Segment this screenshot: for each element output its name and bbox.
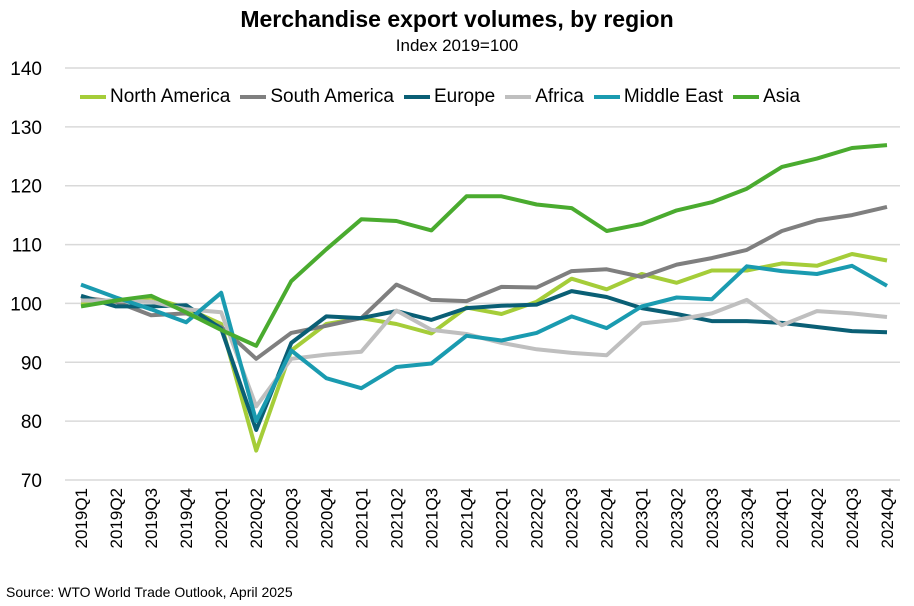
x-tick-label: 2019Q1 (72, 488, 91, 549)
series-line-north-america (80, 252, 888, 453)
x-tick-label: 2022Q1 (493, 488, 512, 549)
x-tick-label: 2024Q3 (843, 488, 862, 549)
legend: North America South America Europe Africa Mi… (80, 86, 810, 108)
legend-label: Africa (535, 86, 584, 107)
legend-item: Asia (733, 86, 800, 108)
x-tick-label: 2019Q4 (177, 488, 196, 549)
legend-label: North America (110, 86, 231, 107)
x-tick-label: 2022Q2 (528, 488, 547, 549)
x-tick-label: 2022Q3 (563, 488, 582, 549)
y-tick-label: 100 (10, 294, 42, 315)
x-tick-label: 2021Q3 (422, 488, 441, 549)
x-tick-label: 2024Q2 (808, 488, 827, 549)
chart-title: Merchandise export volumes, by region (240, 6, 674, 32)
legend-swatch (240, 95, 267, 99)
x-tick-label: 2019Q2 (107, 488, 126, 549)
x-tick-label: 2023Q3 (703, 488, 722, 549)
x-tick-label: 2021Q4 (457, 488, 476, 549)
x-tick-label: 2023Q1 (633, 488, 652, 549)
x-tick-label: 2021Q1 (352, 488, 371, 549)
legend-swatch (733, 95, 760, 99)
legend-swatch (593, 95, 620, 99)
legend-label: South America (270, 86, 394, 107)
legend-swatch (403, 95, 430, 99)
y-tick-label: 110 (12, 236, 42, 257)
legend-swatch (505, 95, 532, 99)
legend-item: North America (80, 86, 230, 108)
source-note: Source: WTO World Trade Outlook, April 2… (6, 584, 293, 600)
legend-item: Europe (403, 86, 496, 108)
x-tick-label: 2024Q4 (878, 488, 897, 549)
x-tick-label: 2022Q4 (598, 488, 617, 549)
y-tick-label: 130 (10, 118, 42, 139)
x-tick-label: 2023Q2 (668, 488, 687, 549)
legend-item: Middle East (593, 86, 724, 108)
legend-label: Middle East (623, 86, 724, 107)
x-tick-label: 2020Q3 (282, 488, 301, 549)
chart-subtitle: Index 2019=100 (395, 36, 519, 55)
y-tick-label: 90 (21, 353, 42, 374)
y-tick-label: 140 (10, 59, 42, 80)
series-line-asia (80, 143, 888, 348)
legend-item: South America (240, 86, 394, 108)
x-tick-label: 2021Q2 (387, 488, 406, 549)
x-tick-label: 2020Q4 (317, 488, 336, 549)
y-tick-label: 80 (21, 412, 42, 433)
legend-label: Europe (433, 86, 496, 107)
legend-item: Africa (505, 86, 584, 108)
x-tick-label: 2020Q1 (212, 488, 231, 549)
x-tick-label: 2023Q4 (738, 488, 757, 549)
legend-label: Asia (763, 86, 801, 107)
x-tick-label: 2024Q1 (773, 488, 792, 549)
x-tick-label: 2019Q3 (142, 488, 161, 549)
y-tick-label: 120 (10, 177, 42, 198)
x-tick-label: 2020Q2 (247, 488, 266, 549)
series-line-middle-east (80, 263, 888, 424)
legend-swatch (80, 95, 106, 99)
y-tick-label: 70 (21, 471, 42, 492)
series-line-south-america (80, 204, 888, 361)
